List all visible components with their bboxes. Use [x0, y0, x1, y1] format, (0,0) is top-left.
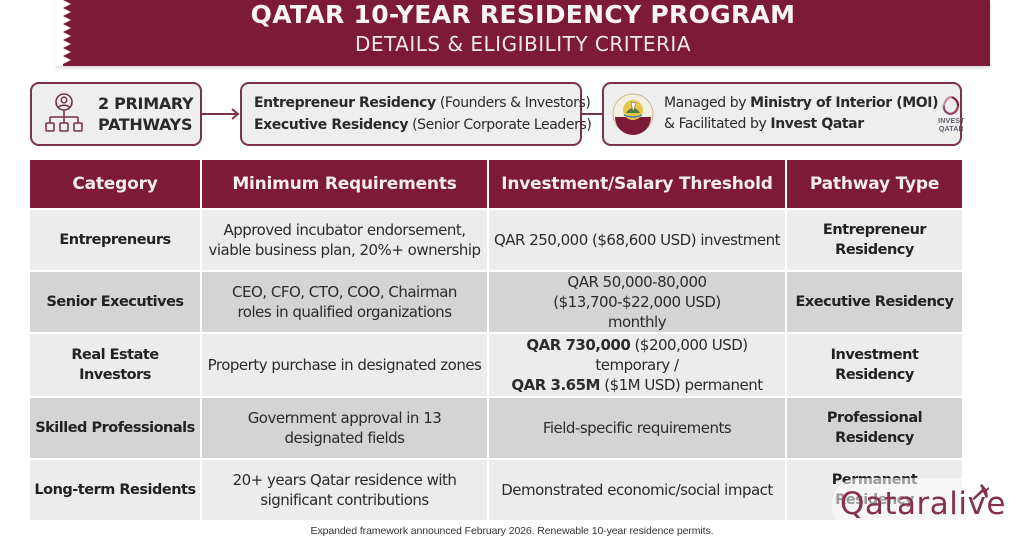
cell-requirements: CEO, CFO, CTO, COO, Chairman roles in qu…: [202, 272, 487, 332]
invest-qatar-logo-line2: QATAR: [938, 126, 964, 133]
residency-types-box: Entrepreneur Residency (Founders & Inves…: [240, 82, 592, 146]
invest-qatar-logo-line1: INVEST: [938, 118, 965, 125]
header-threshold: Investment/Salary Threshold: [489, 160, 785, 208]
cell-category: Real Estate Investors: [30, 334, 200, 396]
connector-line: [582, 113, 602, 115]
cell-requirements: Government approval in 13 designated fie…: [202, 398, 487, 458]
invest-qatar-swirl-icon: [943, 95, 960, 116]
header-minimum-requirements: Minimum Requirements: [202, 160, 487, 208]
arrow-right-icon: [202, 108, 240, 120]
cell-pathway: Entrepreneur Residency: [787, 210, 962, 270]
page-subtitle: DETAILS & ELIGIBILITY CRITERIA: [354, 32, 692, 56]
header-banner: QATAR 10-YEAR RESIDENCY PROGRAM DETAILS …: [55, 0, 990, 66]
footer-note: Expanded framework announced February 20…: [310, 525, 714, 537]
cell-threshold: QAR 250,000 ($68,600 USD) investment: [489, 210, 785, 270]
type-executive: Executive Residency (Senior Corporate Le…: [254, 117, 592, 133]
pathways-label-line1: 2 PRIMARY: [98, 94, 194, 113]
flag-serration-icon: [55, 0, 71, 66]
header-category: Category: [30, 160, 200, 208]
cell-requirements: Property purchase in designated zones: [202, 334, 487, 396]
eligibility-table: Category Minimum Requirements Investment…: [30, 160, 962, 520]
pathways-summary-box: 2 PRIMARY PATHWAYS: [30, 82, 202, 146]
cell-category: Entrepreneurs: [30, 210, 200, 270]
cell-threshold: QAR 730,000 ($200,000 USD) temporary / Q…: [489, 334, 785, 396]
cell-category: Senior Executives: [30, 272, 200, 332]
cell-category: Skilled Professionals: [30, 398, 200, 458]
managed-by-text: Managed by Ministry of Interior (MOI) & …: [664, 95, 939, 132]
cell-requirements: 20+ years Qatar residence with significa…: [202, 460, 487, 520]
threshold-permanent: QAR 3.65M ($1M USD) permanent: [511, 376, 763, 394]
cell-pathway: Professional Residency: [787, 398, 962, 458]
cell-category: Long-term Residents: [30, 460, 200, 520]
header-pathway-type: Pathway Type: [787, 160, 962, 208]
page-title: QATAR 10-YEAR RESIDENCY PROGRAM: [250, 0, 796, 29]
airplane-icon: [972, 484, 989, 500]
cell-threshold: Field-specific requirements: [489, 398, 785, 458]
managed-by-box: Managed by Ministry of Interior (MOI) & …: [602, 82, 964, 146]
cell-threshold: Demonstrated economic/social impact: [489, 460, 785, 520]
cell-pathway: Executive Residency: [787, 272, 962, 332]
invest-qatar-logo: INVEST QATAR: [938, 94, 964, 134]
cell-threshold: QAR 50,000-80,000 ($13,700-$22,000 USD) …: [489, 272, 785, 332]
qatar-state-emblem-icon: [612, 93, 654, 135]
pathways-label-line2: PATHWAYS: [98, 115, 193, 134]
watermark-logo: Qataralive: [840, 486, 1006, 522]
pathways-label: 2 PRIMARY PATHWAYS: [98, 93, 194, 135]
org-chart-person-icon: [45, 93, 83, 132]
threshold-temporary: QAR 730,000 ($200,000 USD) temporary /: [526, 336, 748, 374]
cell-pathway: Investment Residency: [787, 334, 962, 396]
cell-requirements: Approved incubator endorsement, viable b…: [202, 210, 487, 270]
type-entrepreneur: Entrepreneur Residency (Founders & Inves…: [254, 95, 591, 111]
